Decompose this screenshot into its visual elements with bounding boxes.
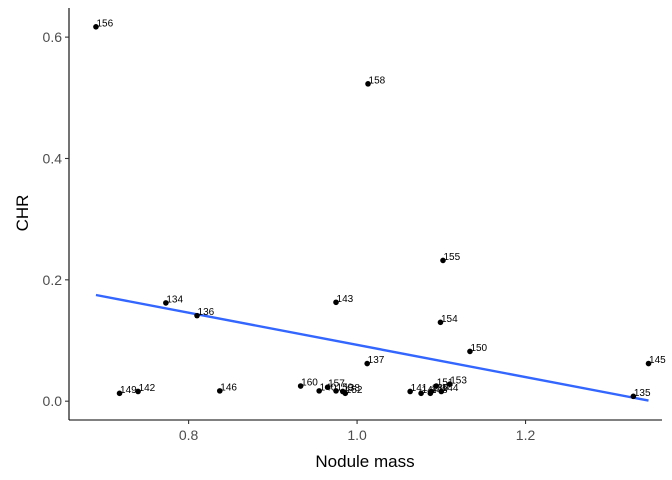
y-tick-label: 0.4 (43, 150, 63, 166)
data-point (93, 24, 99, 30)
point-label: 144 (442, 383, 459, 394)
point-label: 153 (450, 376, 467, 387)
trend-line-layer (95, 293, 649, 402)
point-label: 152 (346, 385, 363, 396)
points-layer (93, 24, 652, 400)
data-point (364, 360, 370, 367)
data-point (407, 388, 413, 395)
x-tick-label: 1.0 (347, 427, 367, 443)
data-point (418, 390, 424, 397)
point-label: 139 (432, 383, 449, 394)
point-label: 159 (337, 382, 354, 393)
point-label: 151 (437, 378, 454, 389)
data-point (316, 388, 322, 394)
point-label: 137 (368, 355, 385, 366)
x-tick-label: 1.2 (516, 427, 536, 443)
trend-line (95, 293, 649, 402)
point-label: 156 (96, 18, 113, 29)
point-label: 149 (120, 385, 137, 396)
data-point (645, 360, 652, 367)
data-point (433, 383, 440, 389)
point-label: 146 (220, 382, 237, 393)
point-label: 158 (369, 75, 386, 86)
x-tick-label: 0.8 (179, 427, 199, 443)
point-label: 134 (166, 294, 183, 305)
data-point (467, 348, 473, 355)
point-label: 138 (343, 383, 360, 394)
data-point (437, 319, 444, 326)
point-label: 142 (139, 383, 156, 394)
point-label: 135 (634, 388, 651, 399)
point-label: 155 (443, 252, 460, 263)
point-label: 148 (431, 385, 448, 396)
data-point (333, 388, 339, 394)
point-label: 160 (301, 378, 318, 389)
data-point (135, 388, 141, 395)
data-point (427, 390, 434, 397)
point-label: 150 (470, 343, 487, 354)
data-point (446, 381, 453, 388)
point-label: 136 (198, 307, 215, 318)
data-point (324, 384, 331, 391)
data-point (365, 81, 371, 87)
point-label: 141 (411, 383, 428, 394)
data-point (116, 390, 123, 397)
data-point (440, 257, 446, 264)
axes-layer: 0.8 1.0 1.2 0.0 0.2 0.4 0.6 (43, 8, 662, 443)
point-label: 140 (320, 382, 337, 393)
data-point (297, 383, 304, 389)
data-point (163, 300, 169, 306)
data-point (630, 393, 637, 400)
point-label: 154 (441, 314, 458, 325)
point-label: 147 (422, 385, 439, 396)
data-point (438, 388, 445, 395)
data-point (194, 312, 200, 319)
point-label: 157 (328, 379, 345, 390)
point-labels-layer: 156 158 155 134 143 136 154 150 137 145 149 142 146 1… (96, 18, 666, 399)
data-point (216, 388, 223, 394)
y-tick-label: 0.0 (43, 393, 63, 409)
point-label: 143 (337, 294, 354, 305)
point-label: 145 (649, 355, 666, 366)
y-tick-label: 0.2 (43, 272, 63, 288)
y-tick-label: 0.6 (43, 29, 63, 45)
data-point (333, 299, 339, 306)
data-point (342, 390, 349, 397)
y-axis-title: CHR (13, 195, 32, 232)
x-axis-title: Nodule mass (315, 452, 414, 471)
